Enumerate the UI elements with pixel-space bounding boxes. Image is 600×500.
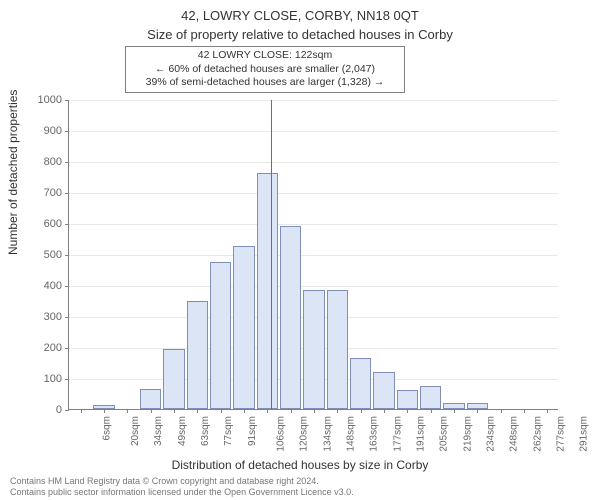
xtick-label: 262sqm <box>532 416 543 452</box>
xtick-mark <box>197 409 198 413</box>
histogram-bar <box>163 349 184 409</box>
xtick-label: 20sqm <box>130 416 141 446</box>
footer-line-1: Contains HM Land Registry data © Crown c… <box>10 476 354 487</box>
xtick-label: 63sqm <box>200 416 211 446</box>
histogram-bar <box>350 358 371 409</box>
ytick-label: 400 <box>22 280 62 292</box>
xtick-mark <box>547 409 548 413</box>
annotation-line-1: 42 LOWRY CLOSE: 122sqm <box>132 49 398 63</box>
gridline <box>69 224 558 225</box>
x-axis-label: Distribution of detached houses by size … <box>0 458 600 472</box>
ytick-mark <box>65 317 69 318</box>
histogram-bar <box>140 389 161 409</box>
ytick-mark <box>65 162 69 163</box>
xtick-label: 177sqm <box>392 416 403 452</box>
ytick-mark <box>65 193 69 194</box>
histogram-bar <box>280 226 301 409</box>
xtick-label: 277sqm <box>556 416 567 452</box>
ytick-label: 0 <box>22 404 62 416</box>
annotation-line-2: ← 60% of detached houses are smaller (2,… <box>132 63 398 77</box>
xtick-mark <box>151 409 152 413</box>
annotation-line-3: 39% of semi-detached houses are larger (… <box>132 76 398 90</box>
page-title: 42, LOWRY CLOSE, CORBY, NN18 0QT <box>0 0 600 23</box>
xtick-mark <box>337 409 338 413</box>
xtick-mark <box>407 409 408 413</box>
xtick-mark <box>384 409 385 413</box>
xtick-label: 77sqm <box>223 416 234 446</box>
xtick-mark <box>454 409 455 413</box>
xtick-mark <box>174 409 175 413</box>
marker-line <box>271 100 273 409</box>
xtick-mark <box>431 409 432 413</box>
ytick-label: 900 <box>22 125 62 137</box>
ytick-label: 200 <box>22 342 62 354</box>
histogram-bar <box>397 390 418 409</box>
footer-attribution: Contains HM Land Registry data © Crown c… <box>10 476 354 498</box>
gridline <box>69 193 558 194</box>
xtick-label: 134sqm <box>322 416 333 452</box>
histogram-bar <box>327 290 348 409</box>
xtick-mark <box>127 409 128 413</box>
ytick-label: 500 <box>22 249 62 261</box>
xtick-label: 91sqm <box>247 416 258 446</box>
xtick-mark <box>361 409 362 413</box>
ytick-mark <box>65 379 69 380</box>
gridline <box>69 286 558 287</box>
histogram-bar <box>187 301 208 410</box>
gridline <box>69 100 558 101</box>
xtick-mark <box>267 409 268 413</box>
xtick-label: 120sqm <box>299 416 310 452</box>
xtick-mark <box>104 409 105 413</box>
ytick-label: 1000 <box>22 94 62 106</box>
xtick-label: 49sqm <box>177 416 188 446</box>
xtick-label: 248sqm <box>509 416 520 452</box>
ytick-mark <box>65 100 69 101</box>
ytick-mark <box>65 255 69 256</box>
xtick-mark <box>221 409 222 413</box>
xtick-mark <box>81 409 82 413</box>
xtick-label: 219sqm <box>462 416 473 452</box>
xtick-mark <box>524 409 525 413</box>
page-subtitle: Size of property relative to detached ho… <box>0 23 600 42</box>
xtick-mark <box>501 409 502 413</box>
ytick-label: 800 <box>22 156 62 168</box>
xtick-mark <box>477 409 478 413</box>
ytick-label: 100 <box>22 373 62 385</box>
plot-inner <box>68 100 558 410</box>
gridline <box>69 131 558 132</box>
ytick-mark <box>65 410 69 411</box>
y-axis-label: Number of detached properties <box>6 90 20 255</box>
histogram-bar <box>420 386 441 409</box>
histogram-bar <box>303 290 324 409</box>
xtick-label: 6sqm <box>101 416 112 440</box>
gridline <box>69 255 558 256</box>
ytick-mark <box>65 131 69 132</box>
chart-plot-area <box>68 100 558 410</box>
xtick-label: 106sqm <box>276 416 287 452</box>
xtick-label: 191sqm <box>416 416 427 452</box>
histogram-bar <box>373 372 394 409</box>
histogram-bar <box>210 262 231 409</box>
ytick-label: 700 <box>22 187 62 199</box>
histogram-bar <box>257 173 278 409</box>
ytick-mark <box>65 224 69 225</box>
ytick-label: 600 <box>22 218 62 230</box>
gridline <box>69 162 558 163</box>
xtick-label: 291sqm <box>579 416 590 452</box>
xtick-mark <box>244 409 245 413</box>
xtick-mark <box>314 409 315 413</box>
xtick-label: 234sqm <box>486 416 497 452</box>
xtick-label: 205sqm <box>439 416 450 452</box>
ytick-mark <box>65 286 69 287</box>
histogram-bar <box>233 246 254 409</box>
xtick-mark <box>291 409 292 413</box>
xtick-label: 148sqm <box>346 416 357 452</box>
ytick-label: 300 <box>22 311 62 323</box>
ytick-mark <box>65 348 69 349</box>
xtick-label: 34sqm <box>153 416 164 446</box>
footer-line-2: Contains public sector information licen… <box>10 487 354 498</box>
annotation-box: 42 LOWRY CLOSE: 122sqm ← 60% of detached… <box>125 46 405 93</box>
xtick-label: 163sqm <box>369 416 380 452</box>
